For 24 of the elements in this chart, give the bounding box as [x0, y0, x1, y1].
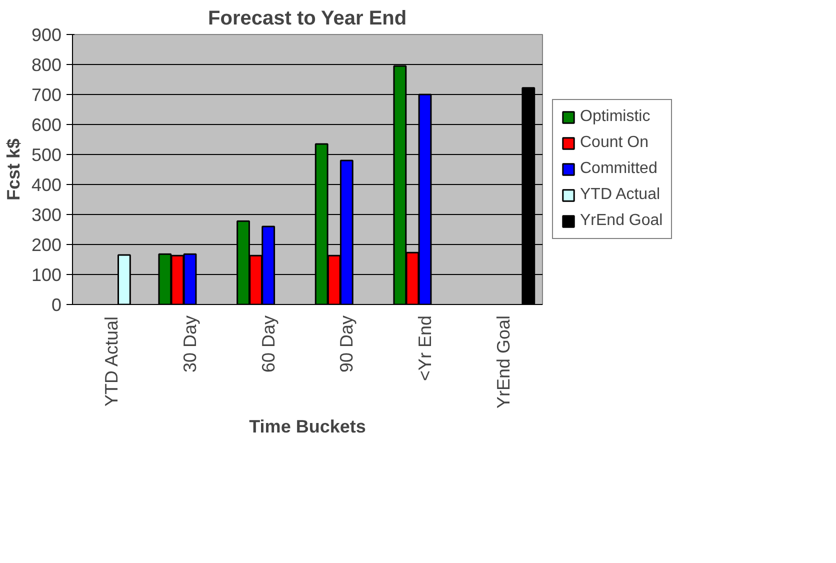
x-tick-label: YTD Actual	[102, 316, 122, 407]
y-axis-title: Fcst k$	[3, 138, 24, 201]
y-tick-label: 900	[31, 25, 62, 45]
y-tick-label: 200	[31, 235, 62, 255]
legend-label: Optimistic	[580, 108, 650, 126]
x-tick-label: <Yr End	[415, 315, 435, 382]
y-tick-label: 300	[31, 205, 62, 225]
y-tick-label: 100	[31, 265, 62, 285]
x-tick-label: 30 Day	[180, 315, 200, 373]
legend-label: Count On	[580, 134, 648, 152]
y-tick-label: 400	[31, 175, 62, 195]
x-axis-title: Time Buckets	[249, 416, 366, 437]
y-tick-label: 600	[31, 115, 62, 135]
legend-label: YrEnd Goal	[580, 212, 663, 230]
x-tick-label: 90 Day	[336, 315, 357, 373]
legend-label: Committed	[580, 160, 658, 178]
chart-title: Forecast to Year End	[208, 8, 407, 30]
x-tick-label: 60 Day	[258, 315, 278, 373]
y-tick-label: 500	[31, 145, 62, 165]
x-tick-label: YrEnd Goal	[493, 315, 514, 409]
y-tick-label: 0	[51, 295, 62, 315]
legend-label: YTD Actual	[580, 186, 660, 204]
y-tick-label: 700	[31, 85, 62, 105]
y-tick-label: 800	[31, 55, 62, 75]
